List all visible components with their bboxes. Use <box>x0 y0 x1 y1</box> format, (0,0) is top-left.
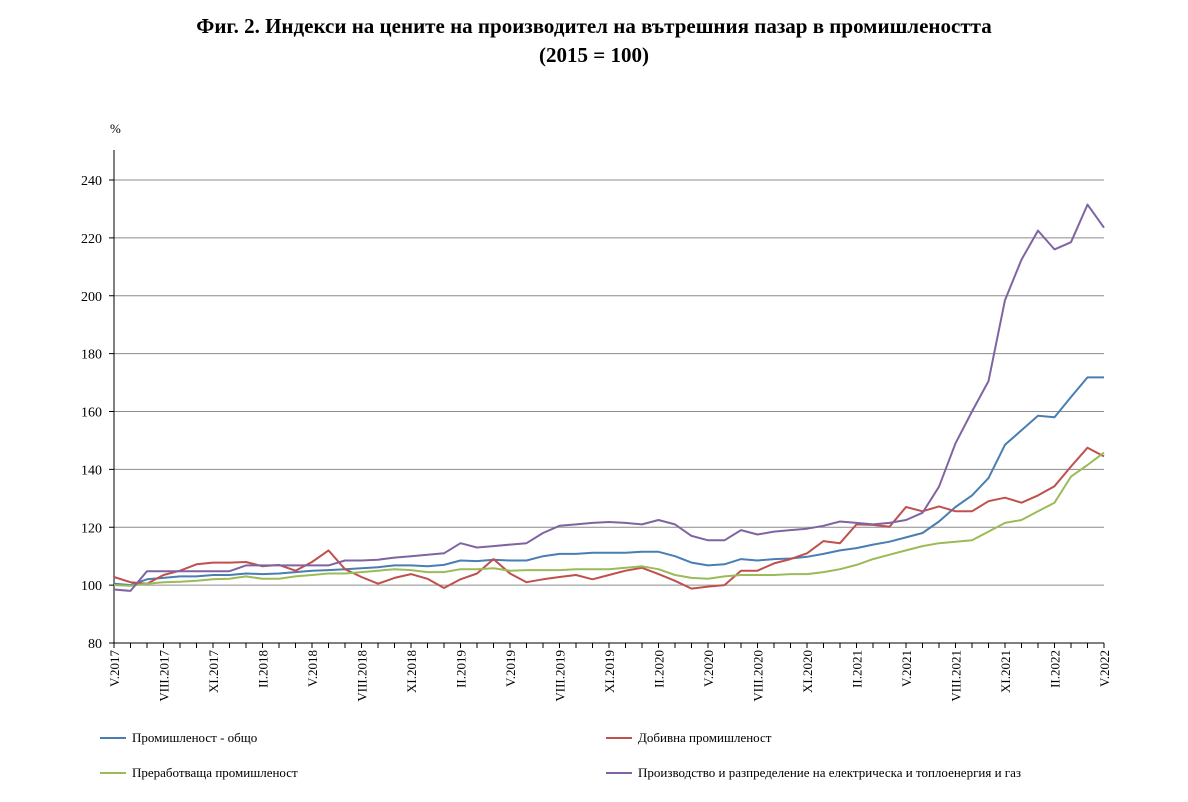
y-tick-label-100: 100 <box>81 579 102 594</box>
series-line-obshto <box>113 376 1104 587</box>
x-tick-label-V.2017: V.2017 <box>107 650 122 687</box>
x-tick-labels: V.2017 VIII.2017 XI.2017 II.2018 V.2018 VIII.… <box>107 650 1112 702</box>
y-tick-label-140: 140 <box>81 463 102 478</box>
gridlines <box>114 179 1104 586</box>
x-tick-label-II.2021: II.2021 <box>850 650 865 688</box>
y-tick-labels: 80 100 120 140 160 180 200 220 240% <box>81 121 121 652</box>
x-tick-label-V.2019: V.2019 <box>503 650 518 687</box>
x-tick-label-VIII.2017: VIII.2017 <box>157 650 172 702</box>
x-tick-label-VIII.2020: VIII.2020 <box>751 650 766 702</box>
series-line-prerabotvashta <box>113 451 1105 587</box>
series-line-dobivna <box>113 446 1105 590</box>
x-tick-label-II.2022: II.2022 <box>1048 650 1063 688</box>
x-tick-label-XI.2017: XI.2017 <box>206 650 221 693</box>
x-tick-label-V.2022: V.2022 <box>1097 650 1112 687</box>
x-tick-label-II.2019: II.2019 <box>454 650 469 688</box>
chart-title: Фиг. 2. Индекси на цените на производите… <box>0 12 1188 70</box>
x-tick-label-XI.2019: XI.2019 <box>602 650 617 693</box>
chart-title-line1: Фиг. 2. Индекси на цените на производите… <box>196 14 992 38</box>
x-tick-label-XI.2021: XI.2021 <box>998 650 1013 693</box>
x-tick-label-VIII.2021: VIII.2021 <box>949 650 964 702</box>
x-tick-label-II.2020: II.2020 <box>652 650 667 688</box>
y-tick-label-120: 120 <box>81 521 102 536</box>
series-lines <box>113 203 1105 592</box>
x-tick-label-VIII.2018: VIII.2018 <box>355 650 370 702</box>
y-tick-label-160: 160 <box>81 406 102 421</box>
chart-title-line2: (2015 = 100) <box>539 43 649 67</box>
x-tick-label-V.2018: V.2018 <box>305 650 320 687</box>
x-tick-label-XI.2018: XI.2018 <box>404 650 419 693</box>
x-tick-label-II.2018: II.2018 <box>256 650 271 688</box>
y-tick-label-80: 80 <box>88 637 102 652</box>
series-line-energia <box>113 203 1105 592</box>
y-tick-label-240: 240 <box>81 174 102 189</box>
y-tick-label-200: 200 <box>81 290 102 305</box>
y-tick-label-180: 180 <box>81 348 102 363</box>
x-tick-label-VIII.2019: VIII.2019 <box>553 650 568 702</box>
x-tick-label-XI.2020: XI.2020 <box>800 650 815 693</box>
y-tick-label-220: 220 <box>81 232 102 247</box>
y-axis-unit-label: % <box>110 121 121 136</box>
axes <box>109 150 1105 648</box>
x-tick-label-V.2020: V.2020 <box>701 650 716 687</box>
x-tick-label-V.2021: V.2021 <box>899 650 914 687</box>
